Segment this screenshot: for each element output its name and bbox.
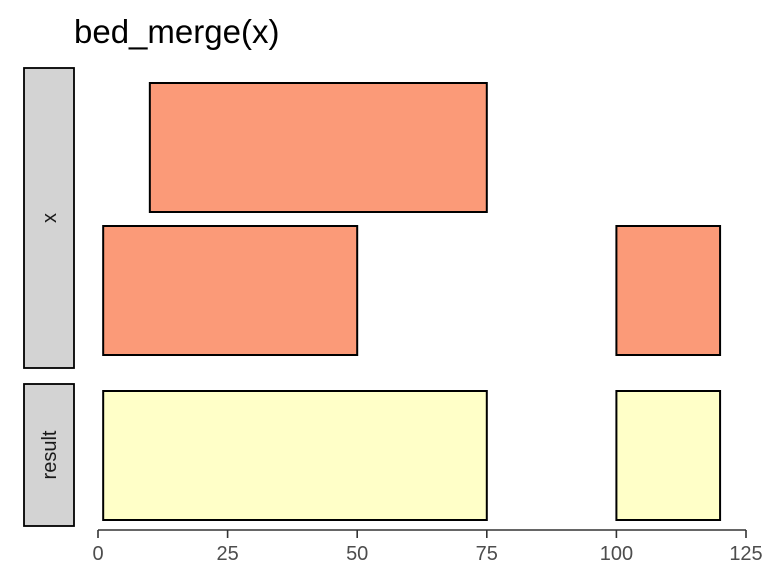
facet-panel-result: result [23, 383, 722, 527]
facet-label-result: result [39, 430, 61, 479]
x-tick-label-75: 75 [476, 543, 498, 565]
x-tick-label-125: 125 [729, 543, 762, 565]
interval-rect-x-1 [102, 225, 359, 356]
x-tick-label-50: 50 [346, 543, 368, 565]
interval-rect-result-1 [615, 390, 722, 521]
interval-rect-x-2 [615, 225, 722, 356]
facet-panel-x: x [23, 67, 722, 369]
facet-strip-result [23, 383, 75, 527]
chart-title: bed_merge(x) [74, 13, 280, 50]
interval-rect-result-0 [102, 390, 488, 521]
facet-strip-x [23, 67, 75, 369]
x-tick-label-25: 25 [216, 543, 238, 565]
x-axis: 0 25 50 75 100 125 [92, 529, 763, 565]
interval-rect-x-0 [148, 82, 488, 213]
facet-label-x: x [39, 213, 61, 223]
x-tick-label-100: 100 [600, 543, 633, 565]
facet-panels: x result [23, 67, 722, 527]
x-tick-label-0: 0 [92, 543, 103, 565]
